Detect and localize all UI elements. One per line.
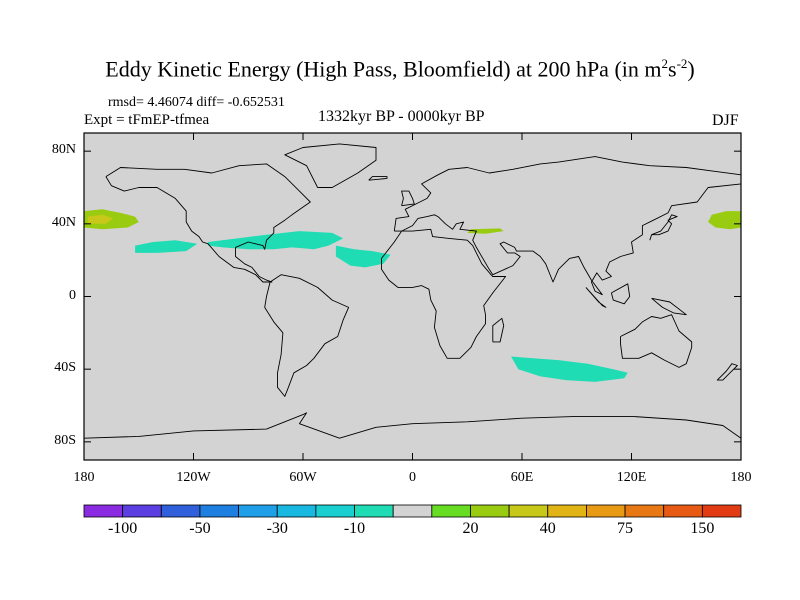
colorbar-swatch — [122, 504, 162, 518]
colorbar-swatch — [470, 504, 510, 518]
title-superscript-1: 2 — [661, 56, 669, 71]
colorbar-label: 40 — [539, 520, 556, 537]
season-label: DJF — [712, 112, 739, 129]
colorbar-label: -30 — [266, 520, 288, 537]
title-end: ) — [687, 56, 695, 82]
colorbar-swatch — [701, 504, 742, 518]
coastline-10 — [716, 363, 738, 381]
colorbar-swatch — [624, 504, 665, 518]
title-unit-s: s — [668, 56, 677, 82]
coastline-4 — [381, 228, 507, 359]
x-tick-label: 0 — [409, 470, 416, 485]
experiment-label: Expt = tFmEP-tfmea — [84, 112, 210, 128]
coastline-6 — [620, 314, 693, 368]
colorbar-swatch — [199, 504, 239, 518]
map-background — [84, 133, 741, 460]
colorbar-swatch — [238, 504, 278, 518]
y-tick-label: 80N — [51, 142, 76, 158]
coastline-11 — [585, 287, 607, 308]
anomaly-region-north-africa-negative — [335, 245, 391, 268]
coastline-13 — [651, 297, 687, 316]
colorbar-label: -100 — [107, 520, 138, 537]
colorbar-swatch — [547, 504, 587, 518]
coastline-0 — [105, 163, 311, 283]
anomaly-region-north-pacific-west-core — [87, 214, 114, 224]
title-superscript-2: -2 — [676, 56, 688, 71]
anomaly-region-southern-ocean-negative — [511, 356, 628, 382]
colorbar-swatch — [354, 504, 394, 518]
colorbar-label: -50 — [189, 520, 211, 537]
x-tick-label: 60W — [289, 470, 317, 485]
y-tick-label: 40S — [54, 360, 76, 376]
y-tick-label: 40N — [51, 214, 76, 230]
colorbar-swatch — [663, 504, 703, 518]
x-tick-label: 120W — [176, 470, 211, 485]
y-tick-label: 0 — [69, 287, 76, 303]
colorbar-swatch — [315, 504, 355, 518]
stats-label: rmsd= 4.46074 diff= -0.652531 — [108, 95, 285, 110]
anomaly-region-north-pacific-east-positive — [708, 211, 741, 230]
colorbar-swatch — [83, 504, 124, 518]
colorbar-label: -10 — [343, 520, 366, 537]
coastline-2 — [284, 143, 377, 188]
x-tick-label: 180 — [730, 470, 752, 485]
colorbar-swatch — [586, 504, 626, 518]
coastline-9 — [401, 190, 415, 207]
colorbar-label: 75 — [617, 520, 634, 537]
colorbar-label: 20 — [462, 520, 479, 537]
coastline-1 — [264, 274, 350, 397]
chart-title: Eddy Kinetic Energy (High Pass, Bloomfie… — [0, 56, 800, 82]
colorbar-swatch — [431, 504, 471, 518]
coastline-8 — [649, 214, 678, 241]
colorbar-label: 150 — [690, 520, 715, 537]
colorbar-swatch — [392, 504, 433, 518]
coastline-14 — [368, 176, 388, 181]
colorbar-swatch — [508, 504, 549, 518]
coastline-12 — [610, 283, 631, 305]
anomaly-region-asia-positive — [467, 228, 504, 234]
x-tick-label: 180 — [73, 470, 95, 485]
coastline-3 — [393, 156, 742, 296]
coastline-5 — [492, 317, 505, 343]
coastline-7 — [83, 412, 742, 439]
colorbar-swatch — [160, 504, 201, 518]
title-main: Eddy Kinetic Energy (High Pass, Bloomfie… — [105, 56, 662, 82]
y-tick-label: 80S — [54, 432, 76, 448]
x-tick-label: 60E — [510, 470, 534, 485]
x-tick-label: 120E — [616, 470, 647, 485]
period-label: 1332kyr BP - 0000kyr BP — [318, 108, 485, 125]
colorbar-swatch — [276, 504, 317, 518]
anomaly-region-subtropical-pacific-negative — [135, 240, 198, 253]
